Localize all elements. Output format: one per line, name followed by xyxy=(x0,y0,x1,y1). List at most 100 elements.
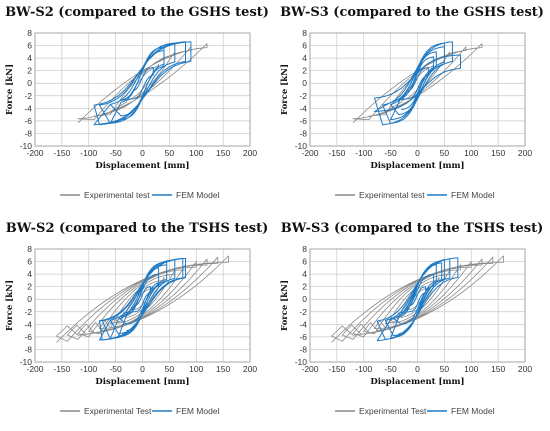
chart-panel-bw-s2-tshs: BW-S2 (compared to the TSHS test) -10 -8 -6… xyxy=(0,216,275,431)
y-tick-label: 8 xyxy=(302,28,307,38)
x-tick-label: -100 xyxy=(355,364,372,374)
y-tick-label: 2 xyxy=(27,66,32,76)
legend-label-experimental: Experimental test xyxy=(84,190,150,200)
legend-label-fem: FEM Model xyxy=(176,406,220,416)
y-axis-label: Force [kN] xyxy=(5,280,15,331)
y-tick-label: 0 xyxy=(302,294,307,304)
y-tick-label: 2 xyxy=(27,282,32,292)
y-axis-label: Force [kN] xyxy=(280,64,290,115)
x-tick-label: 150 xyxy=(216,148,230,158)
chart-svg: BW-S3 (compared to the GSHS test) -10 -8 -6… xyxy=(280,5,544,200)
x-tick-label: 50 xyxy=(440,364,450,374)
chart-svg: BW-S2 (compared to the GSHS test) -10 -8 -6… xyxy=(5,5,269,200)
plot-frame xyxy=(34,248,251,363)
chart-title: BW-S2 (compared to the TSHS test) xyxy=(6,221,268,236)
x-tick-label: 150 xyxy=(216,364,230,374)
x-tick-label: 100 xyxy=(464,364,478,374)
x-tick-label: 100 xyxy=(189,364,203,374)
x-tick-label: 50 xyxy=(440,148,450,158)
x-tick-label: 50 xyxy=(165,148,175,158)
y-tick-label: -2 xyxy=(24,91,32,101)
y-tick-label: 2 xyxy=(302,282,307,292)
x-tick-label: -50 xyxy=(384,364,397,374)
chart-title: BW-S3 (compared to the TSHS test) xyxy=(281,221,543,236)
y-tick-label: -8 xyxy=(299,128,307,138)
y-tick-label: -10 xyxy=(20,357,33,367)
y-tick-label: 6 xyxy=(27,257,32,267)
fem-model-series-line xyxy=(374,41,461,126)
chart-svg: BW-S2 (compared to the TSHS test) -10 -8 -6… xyxy=(5,221,268,416)
y-tick-label: -6 xyxy=(24,332,32,342)
experimental-series-line xyxy=(352,43,483,124)
legend-label-experimental: Experimental test xyxy=(359,190,425,200)
x-tick-label: -150 xyxy=(328,364,345,374)
y-axis-label: Force [kN] xyxy=(5,64,15,115)
plot-frame xyxy=(309,248,526,363)
y-tick-label: 0 xyxy=(27,294,32,304)
x-tick-label: -50 xyxy=(109,148,122,158)
x-tick-label: 200 xyxy=(518,148,532,158)
x-tick-label: -200 xyxy=(26,364,43,374)
chart-svg: BW-S3 (compared to the TSHS test) -10 -8 -6… xyxy=(280,221,543,416)
x-tick-label: -150 xyxy=(53,364,70,374)
y-tick-label: 4 xyxy=(27,269,32,279)
x-tick-label: 200 xyxy=(243,148,257,158)
y-tick-label: 6 xyxy=(302,41,307,51)
x-tick-label: -200 xyxy=(26,148,43,158)
fem-model-series-line xyxy=(376,257,459,342)
x-tick-label: 0 xyxy=(415,148,420,158)
chart-title: BW-S3 (compared to the GSHS test) xyxy=(280,5,544,20)
x-tick-label: 150 xyxy=(491,364,505,374)
x-tick-label: -50 xyxy=(109,364,122,374)
y-tick-label: 6 xyxy=(27,41,32,51)
chart-panel-bw-s3-gshs: BW-S3 (compared to the GSHS test) -10 -8 -6… xyxy=(275,0,550,215)
y-tick-label: 4 xyxy=(27,53,32,63)
x-tick-label: 200 xyxy=(518,364,532,374)
x-tick-label: 150 xyxy=(491,148,505,158)
x-axis-label: Displacement [mm] xyxy=(370,161,464,171)
y-tick-label: 8 xyxy=(27,244,32,254)
y-tick-label: 4 xyxy=(302,269,307,279)
y-tick-label: -4 xyxy=(299,103,307,113)
y-axis-label: Force [kN] xyxy=(280,280,290,331)
legend-label-fem: FEM Model xyxy=(451,406,495,416)
legend-label-fem: FEM Model xyxy=(176,190,220,200)
y-tick-label: -2 xyxy=(24,307,32,317)
plot-frame xyxy=(309,32,526,147)
x-tick-label: -200 xyxy=(301,148,318,158)
experimental-series-line xyxy=(331,255,504,343)
fem-model-series-line xyxy=(99,257,186,341)
x-tick-label: 50 xyxy=(165,364,175,374)
legend-label-fem: FEM Model xyxy=(451,190,495,200)
y-tick-label: -8 xyxy=(24,128,32,138)
y-tick-label: 2 xyxy=(302,66,307,76)
y-tick-label: 4 xyxy=(302,53,307,63)
y-tick-label: 0 xyxy=(302,78,307,88)
chart-panel-bw-s2-gshs: BW-S2 (compared to the GSHS test) -10 -8 -6… xyxy=(0,0,275,215)
x-axis-label: Displacement [mm] xyxy=(95,161,189,171)
x-tick-label: -100 xyxy=(80,364,97,374)
x-tick-label: 0 xyxy=(140,148,145,158)
x-tick-label: 100 xyxy=(464,148,478,158)
y-tick-label: -2 xyxy=(299,91,307,101)
y-tick-label: -4 xyxy=(24,319,32,329)
fem-model-series-line xyxy=(93,41,192,126)
y-tick-label: -8 xyxy=(24,344,32,354)
x-tick-label: -50 xyxy=(384,148,397,158)
y-tick-label: -6 xyxy=(24,116,32,126)
experimental-series-line xyxy=(56,255,229,343)
x-tick-label: -150 xyxy=(328,148,345,158)
legend-label-experimental: Experimental Test xyxy=(84,406,152,416)
x-tick-label: -150 xyxy=(53,148,70,158)
x-tick-label: 200 xyxy=(243,364,257,374)
x-tick-label: 0 xyxy=(415,364,420,374)
y-tick-label: -10 xyxy=(20,141,33,151)
y-tick-label: -10 xyxy=(295,357,308,367)
x-axis-label: Displacement [mm] xyxy=(95,377,189,387)
y-tick-label: -6 xyxy=(299,332,307,342)
plot-frame xyxy=(34,32,251,147)
y-tick-label: -10 xyxy=(295,141,308,151)
x-axis-label: Displacement [mm] xyxy=(370,377,464,387)
y-tick-label: -4 xyxy=(299,319,307,329)
y-tick-label: 6 xyxy=(302,257,307,267)
